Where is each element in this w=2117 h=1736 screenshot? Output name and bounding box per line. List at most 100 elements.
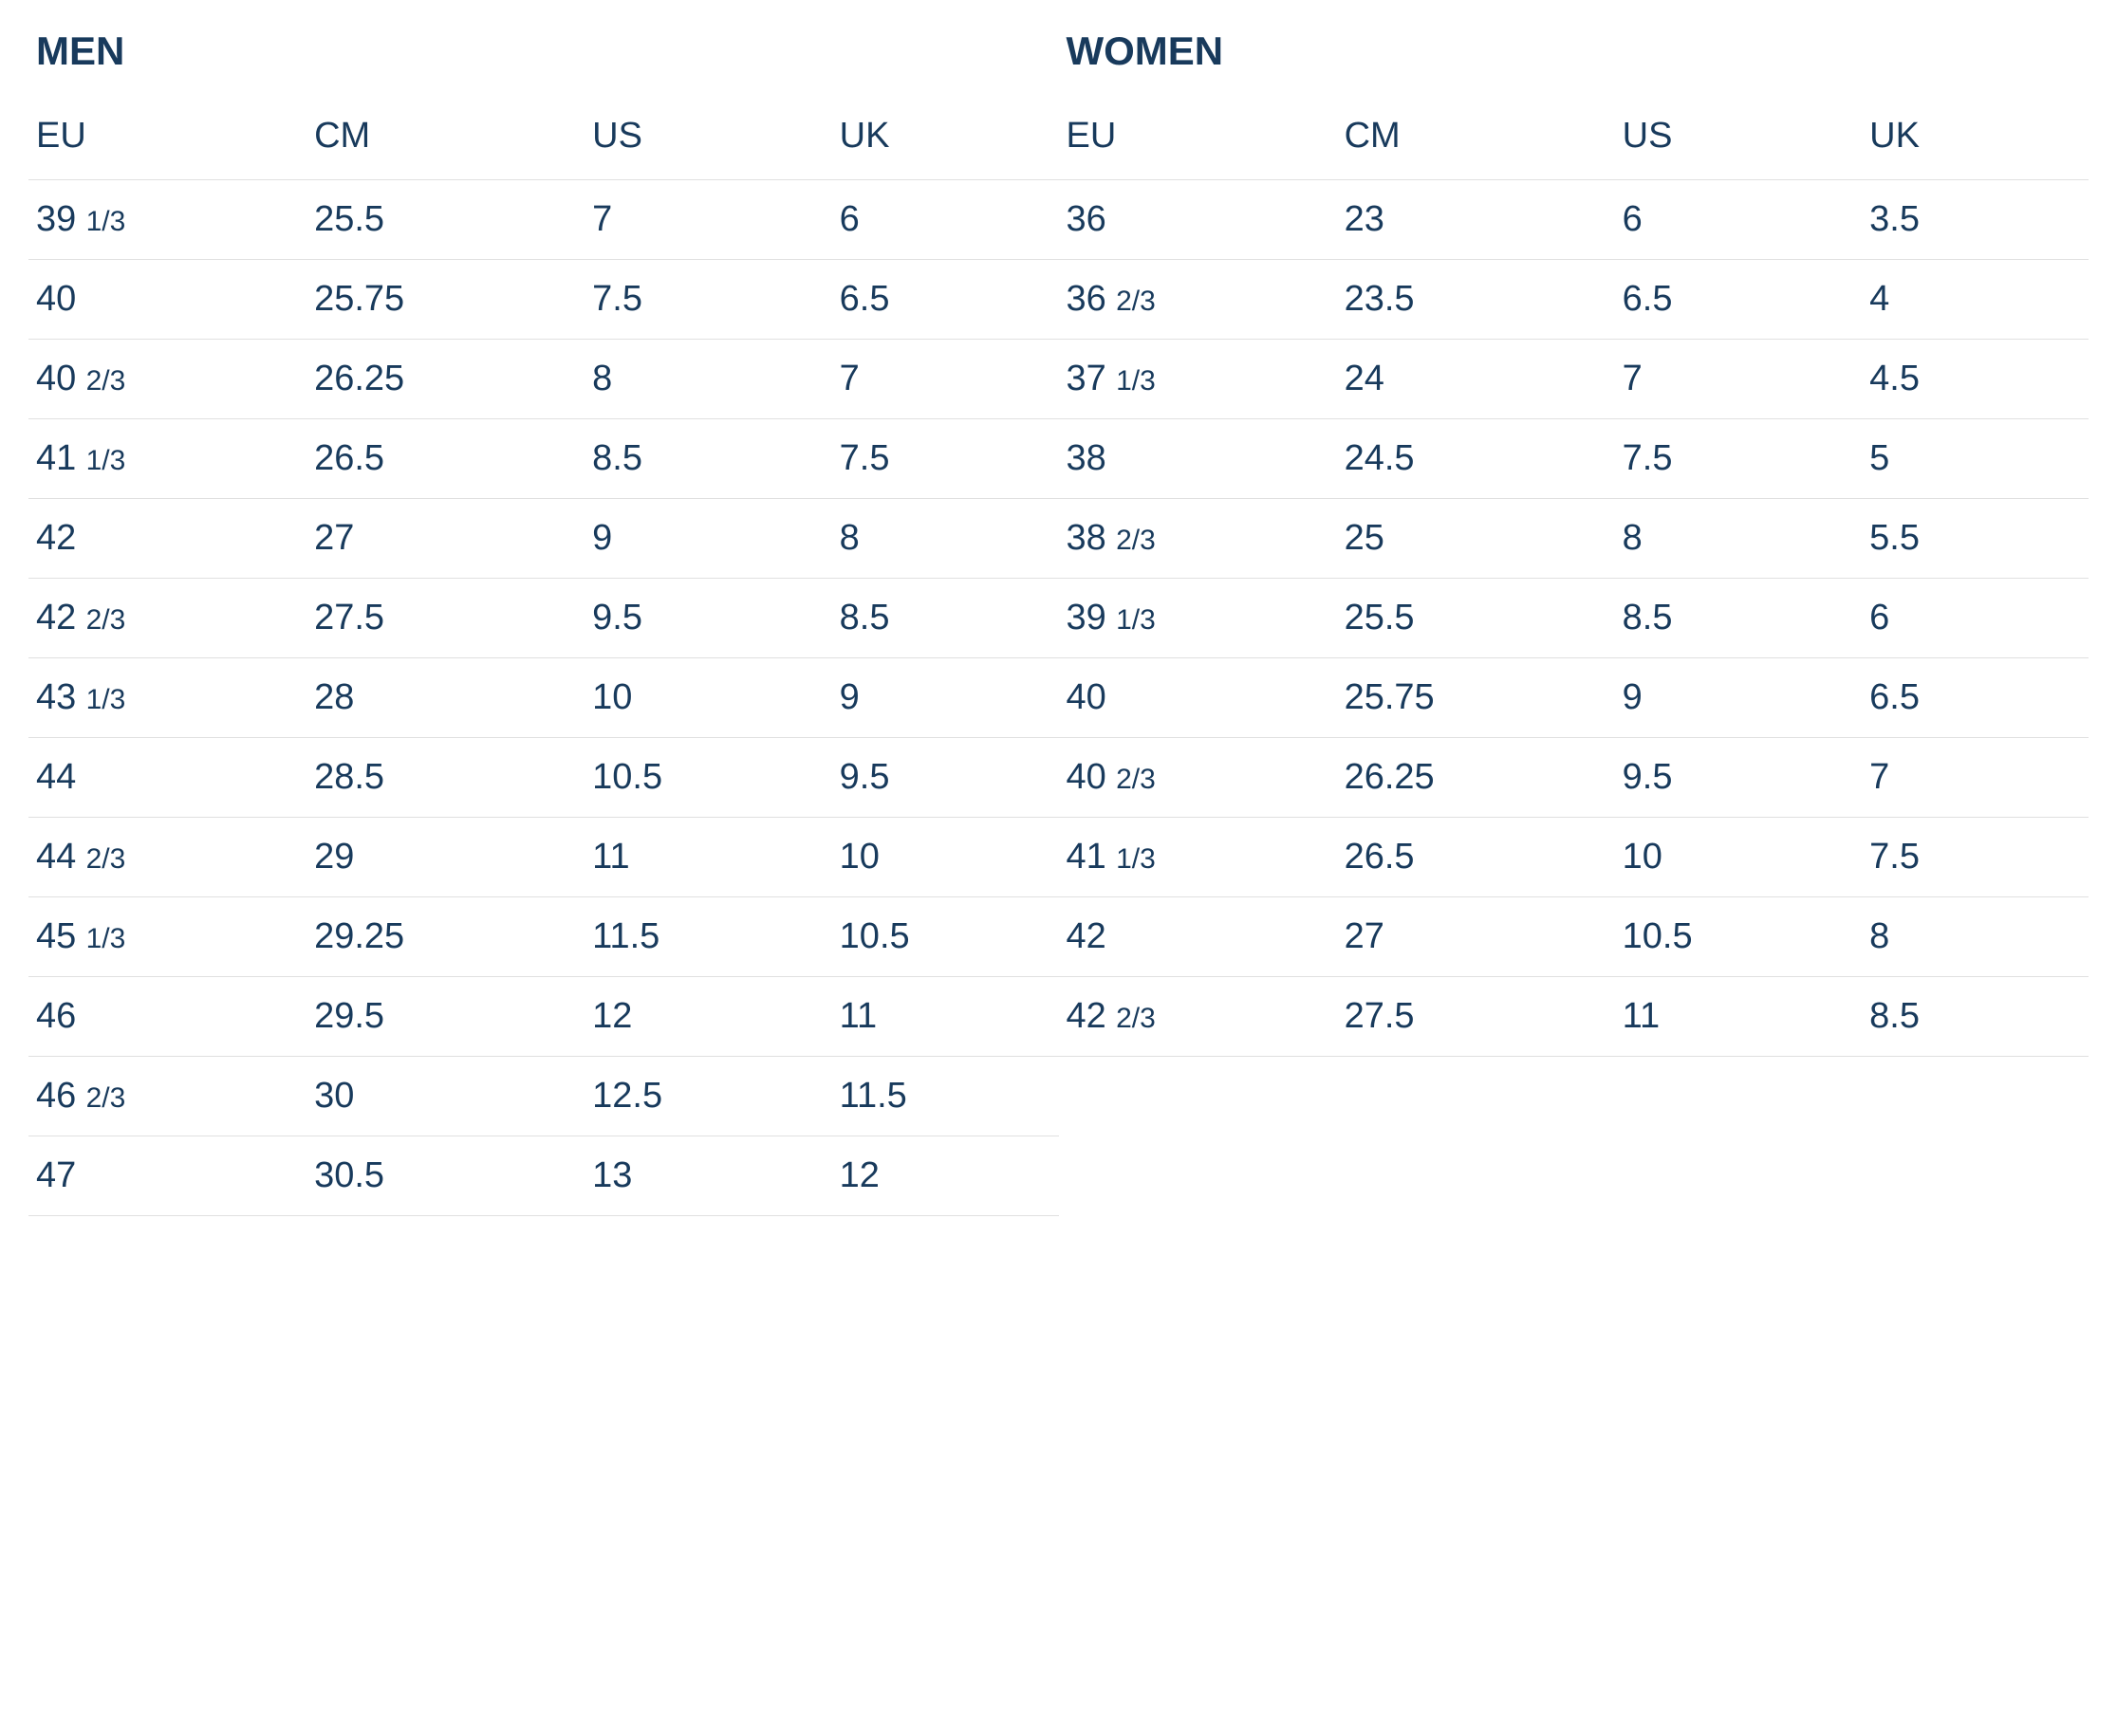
women-cell-eu: 38 2/3: [1059, 499, 1337, 579]
men-cell-us: 10.5: [585, 738, 832, 818]
men-cell-cm: 29.25: [306, 897, 585, 977]
women-cell-eu: 39 1/3: [1059, 579, 1337, 658]
men-cell-cm: 27.5: [306, 579, 585, 658]
women-cell-eu: 40 2/3: [1059, 738, 1337, 818]
men-cell-cm: 26.25: [306, 340, 585, 419]
men-header-us: US: [585, 101, 832, 180]
women-header-cm: CM: [1337, 101, 1615, 180]
men-row: 41 1/326.58.57.5: [28, 419, 1059, 499]
men-cell-cm: 28: [306, 658, 585, 738]
men-cell-eu: 40: [28, 260, 306, 340]
women-cell-us: 7: [1615, 340, 1863, 419]
women-eu-fraction: 2/3: [1108, 525, 1156, 556]
women-cell-eu: 41 1/3: [1059, 818, 1337, 897]
men-cell-cm: 29: [306, 818, 585, 897]
men-cell-us: 7: [585, 180, 832, 260]
women-eu-fraction: 1/3: [1108, 604, 1156, 636]
men-tbody: 39 1/325.5764025.757.56.540 2/326.258741…: [28, 180, 1059, 1216]
women-row: 4025.7596.5: [1059, 658, 2089, 738]
men-table-section: MEN EU CM US UK 39 1/325.5764025.757.56.…: [28, 28, 1059, 1216]
women-eu-fraction: 1/3: [1108, 365, 1156, 397]
women-header-uk: UK: [1862, 101, 2089, 180]
men-cell-uk: 9.5: [832, 738, 1059, 818]
men-row: 4025.757.56.5: [28, 260, 1059, 340]
men-row: 4629.51211: [28, 977, 1059, 1057]
men-row: 4730.51312: [28, 1136, 1059, 1216]
women-cell-uk: 6.5: [1862, 658, 2089, 738]
women-cell-uk: 7.5: [1862, 818, 2089, 897]
men-cell-eu: 41 1/3: [28, 419, 306, 499]
women-eu-fraction: 2/3: [1108, 286, 1156, 317]
women-row: 422710.58: [1059, 897, 2089, 977]
women-cell-uk: 4: [1862, 260, 2089, 340]
men-cell-eu: 44: [28, 738, 306, 818]
women-cell-cm: 23.5: [1337, 260, 1615, 340]
tables-container: MEN EU CM US UK 39 1/325.5764025.757.56.…: [28, 28, 2089, 1216]
men-eu-fraction: 1/3: [78, 445, 125, 476]
women-cell-eu: 42: [1059, 897, 1337, 977]
women-cell-uk: 7: [1862, 738, 2089, 818]
women-cell-uk: 5: [1862, 419, 2089, 499]
men-cell-us: 11: [585, 818, 832, 897]
men-cell-eu: 43 1/3: [28, 658, 306, 738]
women-eu-fraction: 2/3: [1108, 764, 1156, 795]
men-eu-fraction: 2/3: [78, 365, 125, 397]
women-cell-us: 9: [1615, 658, 1863, 738]
men-cell-uk: 12: [832, 1136, 1059, 1216]
men-row: 44 2/3291110: [28, 818, 1059, 897]
men-eu-fraction: 2/3: [78, 843, 125, 875]
men-cell-uk: 9: [832, 658, 1059, 738]
women-tbody: 362363.536 2/323.56.5437 1/32474.53824.5…: [1059, 180, 2089, 1057]
women-cell-us: 11: [1615, 977, 1863, 1057]
women-cell-us: 8.5: [1615, 579, 1863, 658]
men-cell-eu: 46 2/3: [28, 1057, 306, 1136]
men-cell-eu: 39 1/3: [28, 180, 306, 260]
women-cell-cm: 25.5: [1337, 579, 1615, 658]
men-cell-us: 12.5: [585, 1057, 832, 1136]
women-row: 37 1/32474.5: [1059, 340, 2089, 419]
women-cell-cm: 26.25: [1337, 738, 1615, 818]
women-row: 42 2/327.5118.5: [1059, 977, 2089, 1057]
men-cell-uk: 6.5: [832, 260, 1059, 340]
women-cell-us: 6.5: [1615, 260, 1863, 340]
women-cell-cm: 27: [1337, 897, 1615, 977]
women-size-table: EU CM US UK 362363.536 2/323.56.5437 1/3…: [1059, 101, 2089, 1057]
men-cell-eu: 42: [28, 499, 306, 579]
men-eu-fraction: 2/3: [78, 1082, 125, 1114]
men-cell-uk: 8: [832, 499, 1059, 579]
women-cell-uk: 8: [1862, 897, 2089, 977]
men-eu-fraction: 1/3: [78, 206, 125, 237]
men-row: 43 1/328109: [28, 658, 1059, 738]
women-cell-uk: 4.5: [1862, 340, 2089, 419]
men-cell-us: 10: [585, 658, 832, 738]
men-cell-uk: 11.5: [832, 1057, 1059, 1136]
men-header-row: EU CM US UK: [28, 101, 1059, 180]
women-cell-cm: 24: [1337, 340, 1615, 419]
women-cell-uk: 6: [1862, 579, 2089, 658]
women-cell-cm: 24.5: [1337, 419, 1615, 499]
women-header-row: EU CM US UK: [1059, 101, 2089, 180]
men-cell-cm: 29.5: [306, 977, 585, 1057]
men-header-eu: EU: [28, 101, 306, 180]
women-header-eu: EU: [1059, 101, 1337, 180]
women-cell-cm: 25.75: [1337, 658, 1615, 738]
men-eu-fraction: 2/3: [78, 604, 125, 636]
women-cell-eu: 36 2/3: [1059, 260, 1337, 340]
women-cell-eu: 38: [1059, 419, 1337, 499]
men-cell-uk: 6: [832, 180, 1059, 260]
women-cell-uk: 5.5: [1862, 499, 2089, 579]
men-cell-us: 9.5: [585, 579, 832, 658]
men-cell-us: 8.5: [585, 419, 832, 499]
women-cell-cm: 27.5: [1337, 977, 1615, 1057]
men-cell-uk: 10: [832, 818, 1059, 897]
men-cell-cm: 25.75: [306, 260, 585, 340]
women-title: WOMEN: [1059, 28, 2089, 74]
men-cell-cm: 30: [306, 1057, 585, 1136]
women-row: 41 1/326.5107.5: [1059, 818, 2089, 897]
women-cell-us: 8: [1615, 499, 1863, 579]
women-table-section: WOMEN EU CM US UK 362363.536 2/323.56.54…: [1059, 28, 2089, 1216]
men-cell-eu: 47: [28, 1136, 306, 1216]
men-cell-us: 7.5: [585, 260, 832, 340]
men-cell-us: 9: [585, 499, 832, 579]
men-header-uk: UK: [832, 101, 1059, 180]
